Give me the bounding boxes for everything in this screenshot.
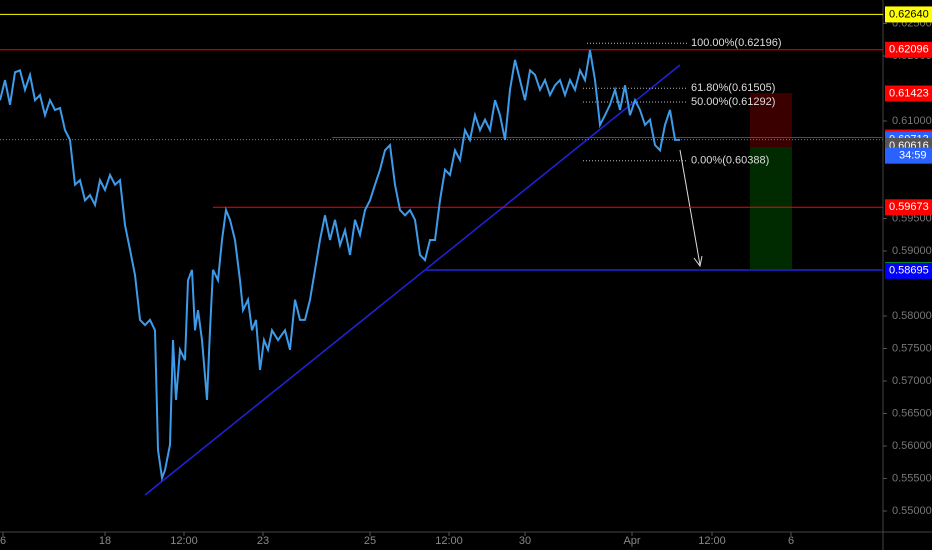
x-tick-label: 12:00 xyxy=(435,535,463,547)
level-label: 0.59673 xyxy=(889,201,929,213)
price-line xyxy=(0,50,680,482)
x-tick-label: 6 xyxy=(0,535,6,547)
level-label-box xyxy=(885,85,932,102)
y-tick-label: 0.57000 xyxy=(892,375,932,387)
y-tick-label: 0.59000 xyxy=(892,245,932,257)
y-tick-label: 0.57500 xyxy=(892,342,932,354)
y-tick-label: 0.56500 xyxy=(892,407,932,419)
x-tick-label: 12:00 xyxy=(170,535,198,547)
x-tick-label: 12:00 xyxy=(698,535,726,547)
countdown-box xyxy=(885,147,932,164)
y-tick-label: 0.55000 xyxy=(892,505,932,517)
x-tick-label: Apr xyxy=(623,535,640,547)
level-label: 0.61423 xyxy=(889,87,929,99)
arrow-head xyxy=(693,255,703,268)
level-label-box xyxy=(885,41,932,58)
x-tick-label: 18 xyxy=(99,535,111,547)
level-label-box xyxy=(885,262,932,279)
y-tick-label: 0.55500 xyxy=(892,472,932,484)
countdown: 34:59 xyxy=(899,150,927,162)
level-label-box xyxy=(885,6,932,23)
x-tick-label: 23 xyxy=(257,535,269,547)
y-tick-label: 0.56000 xyxy=(892,440,932,452)
x-tick-label: 25 xyxy=(364,535,376,547)
level-label-box xyxy=(885,199,932,216)
target-zone xyxy=(750,147,792,270)
fib-label: 0.00%(0.60388) xyxy=(691,155,769,167)
y-tick-label: 0.61000 xyxy=(892,115,932,127)
level-label: 0.58695 xyxy=(889,265,929,277)
trend-line xyxy=(144,64,681,496)
x-tick-label: 6 xyxy=(788,535,794,547)
level-label: 0.62640 xyxy=(889,8,929,20)
level-label: 0.62096 xyxy=(889,44,929,56)
fib-label: 50.00%(0.61292) xyxy=(691,96,775,108)
fib-label: 100.00%(0.62196) xyxy=(691,37,782,49)
x-tick-label: 30 xyxy=(519,535,531,547)
fib-label: 61.80%(0.61505) xyxy=(691,82,775,94)
y-tick-label: 0.59500 xyxy=(892,212,932,224)
y-tick-label: 0.58000 xyxy=(892,310,932,322)
